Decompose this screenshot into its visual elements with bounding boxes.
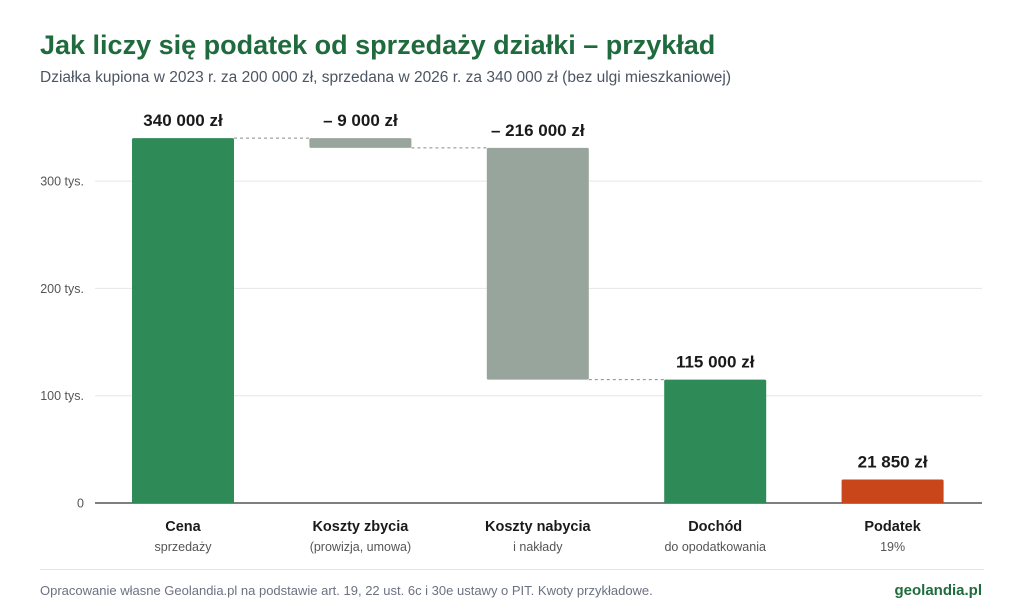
chart-subtitle: Działka kupiona w 2023 r. za 200 000 zł,… <box>40 69 732 86</box>
brand-link[interactable]: geolandia.pl <box>894 582 982 599</box>
bar-5 <box>841 479 944 503</box>
y-tick-label: 200 tys. <box>40 282 84 296</box>
y-tick-label: 0 <box>77 497 84 511</box>
category-label: Dochód <box>688 519 742 535</box>
category-label: Cena <box>165 519 201 535</box>
category-sublabel: i nakłady <box>513 540 563 554</box>
category-sublabel: sprzedaży <box>155 540 213 554</box>
data-label: – 9 000 zł <box>323 111 398 130</box>
y-tick-label: 100 tys. <box>40 389 84 403</box>
y-tick-label: 300 tys. <box>40 175 84 189</box>
chart-title: Jak liczy się podatek od sprzedaży dział… <box>40 30 716 60</box>
category-label: Podatek <box>864 519 921 535</box>
footer-divider <box>40 569 984 570</box>
bar-1 <box>132 138 234 503</box>
source-note: Opracowanie własne Geolandia.pl na podst… <box>40 583 653 598</box>
category-sublabel: (prowizja, umowa) <box>310 540 411 554</box>
bar-3 <box>486 147 589 380</box>
category-sublabel: 19% <box>880 540 905 554</box>
category-label: Koszty zbycia <box>312 519 409 535</box>
bar-2 <box>309 138 412 148</box>
category-sublabel: do opodatkowania <box>664 540 766 554</box>
data-label: 340 000 zł <box>143 111 223 130</box>
data-label: – 216 000 zł <box>491 121 585 140</box>
bar-4 <box>664 379 767 503</box>
category-label: Koszty nabycia <box>485 519 591 535</box>
data-label: 21 850 zł <box>858 453 928 472</box>
data-label: 115 000 zł <box>676 353 755 372</box>
